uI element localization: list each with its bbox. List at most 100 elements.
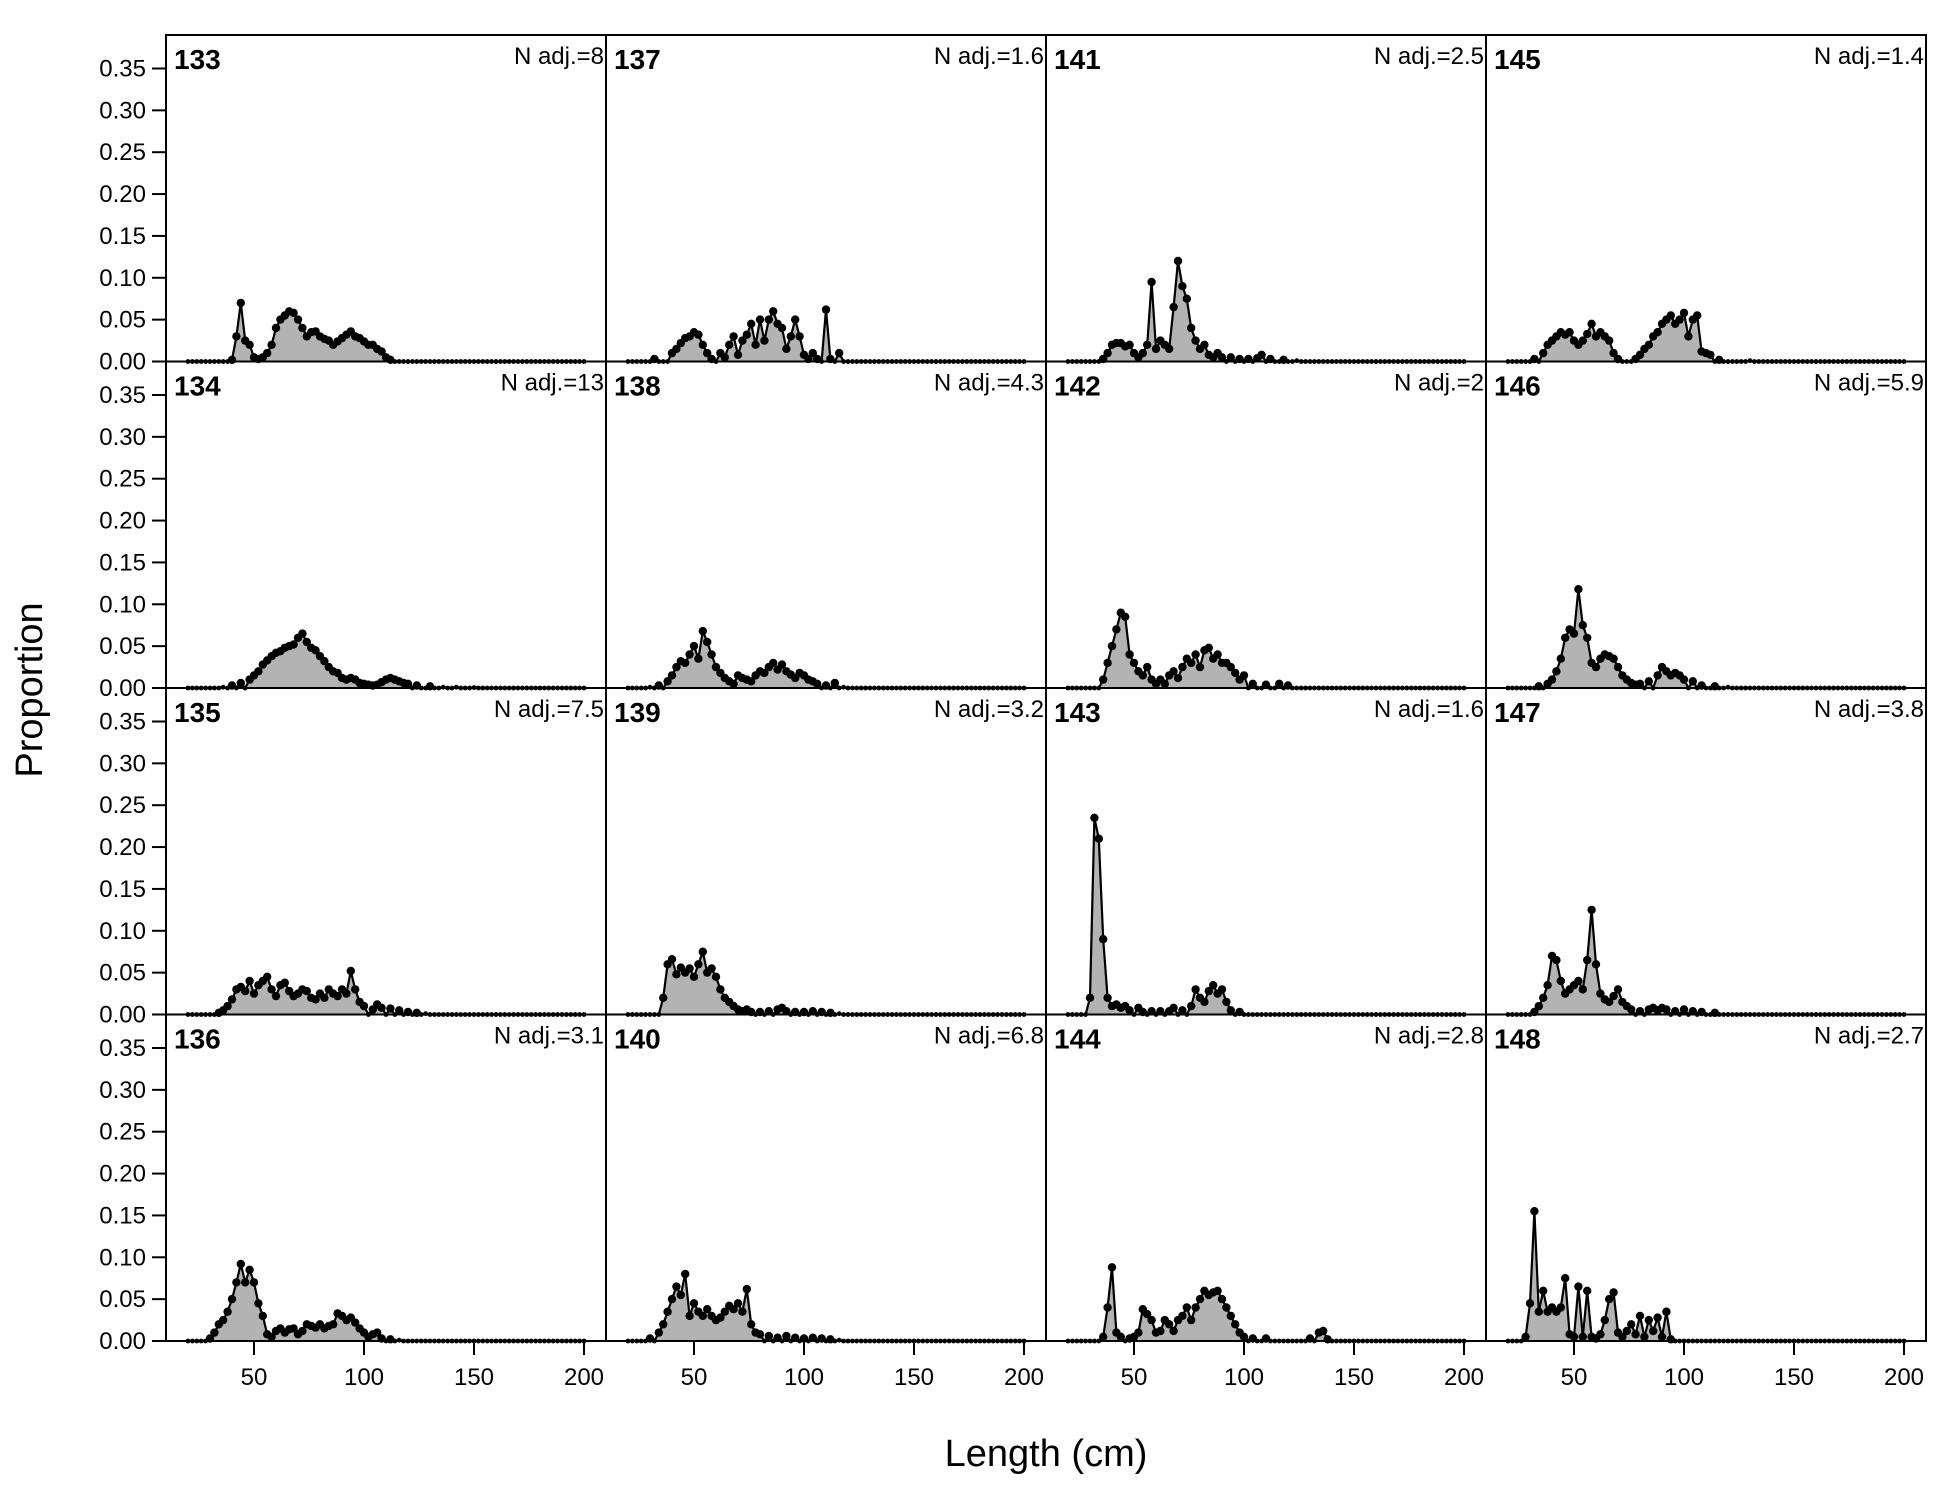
panel-137: 137 N adj.=1.6: [605, 34, 1047, 364]
x-tick-label: 100: [1224, 1364, 1264, 1391]
panel-label-139: 139: [614, 697, 661, 728]
data-point: [1561, 633, 1570, 642]
y-tick-label: 0.10: [99, 591, 146, 618]
data-point: [1169, 1003, 1178, 1012]
area-fill-148: [1508, 1211, 1904, 1341]
n-adj-label-145: N adj.=1.4: [1814, 43, 1924, 70]
panel-label-147: 147: [1494, 697, 1541, 728]
data-point: [711, 662, 721, 672]
data-point: [1187, 1001, 1196, 1011]
data-point: [395, 1006, 404, 1015]
area-fill-140: [628, 1274, 1024, 1341]
data-point: [1165, 344, 1174, 354]
y-tick-label: 0.25: [99, 139, 146, 166]
data-point: [293, 315, 303, 324]
data-point: [689, 641, 699, 651]
data-point: [1600, 1315, 1610, 1325]
y-tick-label: 0.10: [99, 265, 146, 292]
n-adj-label-142: N adj.=2: [1394, 370, 1484, 397]
data-point: [1187, 1315, 1196, 1325]
data-point: [1178, 282, 1187, 291]
data-point: [1587, 905, 1596, 915]
data-point: [236, 678, 245, 688]
data-points-144: [1065, 1263, 1467, 1344]
data-point: [681, 658, 690, 668]
data-point: [1556, 976, 1566, 986]
series-line-144: [1068, 1267, 1464, 1343]
data-point: [733, 350, 743, 359]
panel-border-145: [1485, 34, 1927, 363]
data-point: [1583, 633, 1592, 642]
data-point: [1103, 1303, 1112, 1312]
data-points-143: [1065, 813, 1467, 1017]
data-point: [672, 662, 681, 672]
panel-145: 145 N adj.=1.4: [1485, 34, 1927, 364]
data-point: [227, 995, 237, 1004]
data-point: [760, 336, 769, 345]
data-point: [1662, 1307, 1671, 1316]
data-point: [1178, 1311, 1187, 1321]
data-point: [672, 344, 681, 354]
data-point: [813, 679, 822, 688]
data-point: [1556, 1303, 1566, 1312]
data-point: [1596, 989, 1605, 998]
data-point: [1187, 323, 1196, 333]
n-adj-label-140: N adj.=6.8: [934, 1023, 1044, 1050]
data-point: [1596, 1330, 1605, 1339]
data-point: [1653, 328, 1662, 337]
data-point: [667, 955, 677, 964]
data-point: [1635, 1007, 1645, 1016]
data-point: [725, 340, 734, 349]
data-point: [320, 993, 329, 1002]
area-fill-133: [188, 302, 584, 362]
data-point: [694, 330, 703, 339]
data-point: [1587, 319, 1596, 328]
data-point: [707, 650, 716, 659]
n-adj-label-147: N adj.=3.8: [1814, 696, 1924, 723]
panel-border-142: [1045, 360, 1487, 689]
data-point: [1191, 336, 1200, 345]
data-point: [1609, 1288, 1618, 1297]
n-adj-label-138: N adj.=4.3: [934, 370, 1044, 397]
y-tick-label: 0.05: [99, 307, 146, 334]
area-fill-135: [188, 971, 584, 1015]
panel-border-133: [165, 34, 607, 363]
data-point: [289, 1324, 298, 1333]
data-point: [1173, 673, 1183, 683]
data-point: [1539, 348, 1548, 358]
data-point: [1191, 985, 1200, 994]
data-point: [808, 1333, 817, 1342]
data-point: [751, 340, 760, 349]
data-point: [1134, 1328, 1143, 1337]
data-point: [263, 348, 272, 358]
panel-label-145: 145: [1494, 44, 1541, 75]
panel-border-148: [1485, 1013, 1927, 1342]
data-point: [1644, 1315, 1654, 1325]
panel-label-135: 135: [174, 697, 221, 728]
data-point: [267, 985, 276, 994]
data-point: [1213, 1286, 1222, 1296]
data-point: [1085, 993, 1095, 1002]
data-point: [769, 307, 778, 316]
data-point: [1530, 1207, 1539, 1216]
data-point: [1534, 1307, 1544, 1316]
y-tick-label: 0.25: [99, 466, 146, 493]
data-point: [267, 1332, 276, 1342]
data-point: [1261, 680, 1271, 689]
data-point: [1539, 1286, 1548, 1296]
y-tick-label: 0.20: [99, 1161, 146, 1188]
data-point: [403, 679, 413, 688]
data-point: [227, 1294, 237, 1304]
x-tick-label: 100: [784, 1364, 824, 1391]
data-point: [1578, 336, 1588, 345]
data-point: [1143, 1310, 1152, 1319]
data-point: [1094, 834, 1104, 843]
x-tick-label: 50: [1121, 1364, 1148, 1391]
data-point: [707, 964, 716, 973]
data-point: [1204, 643, 1214, 652]
data-point: [1217, 985, 1227, 994]
data-point: [742, 330, 751, 339]
y-tick-label: 0.30: [99, 1077, 146, 1104]
y-tick-label: 0.25: [99, 792, 146, 819]
data-point: [1525, 1299, 1535, 1308]
